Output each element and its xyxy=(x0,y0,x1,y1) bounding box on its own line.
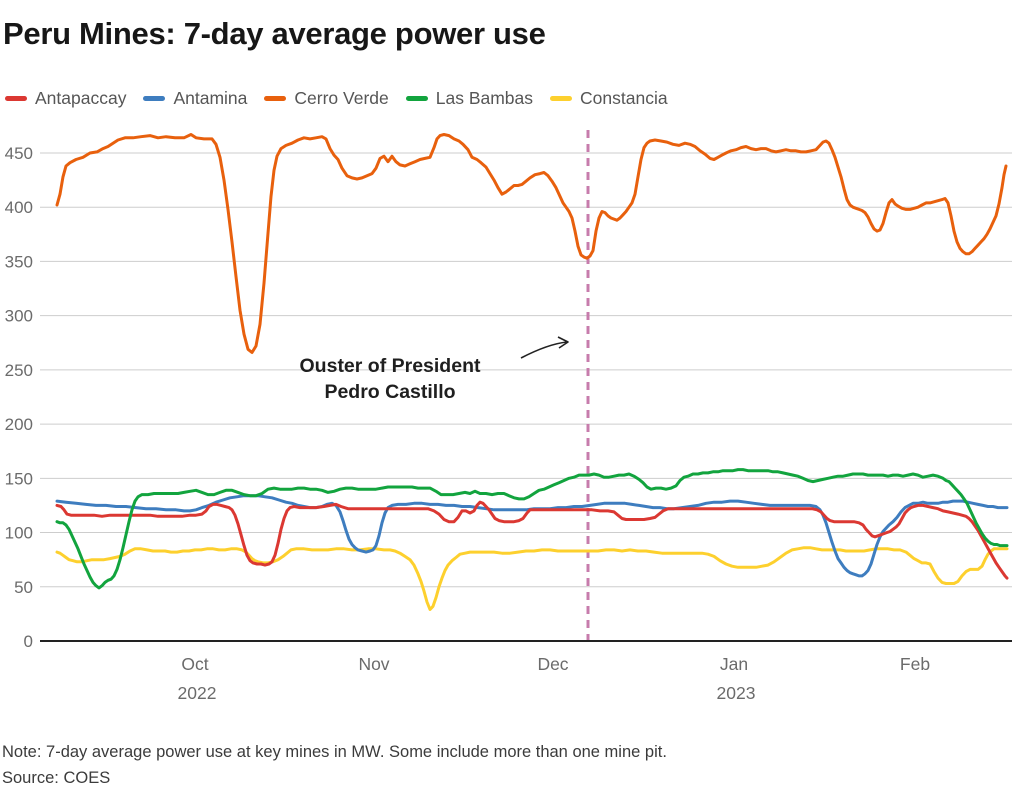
series-line-cerro-verde xyxy=(55,133,1008,354)
series-line-antamina xyxy=(55,494,1009,578)
y-tick-label-250: 250 xyxy=(5,361,33,380)
event-annotation: Ouster of President Pedro Castillo xyxy=(270,353,510,405)
x-tick-label-nov: Nov xyxy=(358,654,389,674)
footnote: Note: 7-day average power use at key min… xyxy=(2,743,667,761)
legend-label: Antamina xyxy=(173,88,248,108)
series-line-antapaccay xyxy=(55,500,1009,580)
x-tick-year-2022: 2022 xyxy=(178,683,217,703)
legend-item-antapaccay: Antapaccay xyxy=(5,88,126,109)
legend-swatch-icon xyxy=(405,96,428,101)
legend-swatch-icon xyxy=(550,96,573,101)
legend-swatch-icon xyxy=(143,96,166,101)
legend-label: Constancia xyxy=(580,88,668,108)
chart-title: Peru Mines: 7-day average power use xyxy=(3,16,546,51)
y-tick-label-50: 50 xyxy=(14,578,33,597)
y-tick-label-450: 450 xyxy=(5,144,33,163)
legend-swatch-icon xyxy=(5,96,27,101)
y-tick-label-100: 100 xyxy=(5,524,33,543)
y-tick-label-400: 400 xyxy=(5,198,33,217)
event-annotation-line1: Ouster of President xyxy=(299,355,481,377)
legend-swatch-icon xyxy=(264,96,287,101)
legend-label: Las Bambas xyxy=(435,88,534,108)
legend-item-antamina: Antamina xyxy=(143,88,247,109)
legend-item-las-bambas: Las Bambas xyxy=(405,88,534,109)
y-tick-label-300: 300 xyxy=(5,307,33,326)
x-tick-year-2023: 2023 xyxy=(717,683,756,703)
x-tick-label-dec: Dec xyxy=(537,654,568,674)
series-line-constancia xyxy=(55,546,1009,611)
legend-item-cerro-verde: Cerro Verde xyxy=(264,88,389,109)
event-annotation-line2: Pedro Castillo xyxy=(324,381,456,403)
annotation-arrowhead-icon xyxy=(557,336,569,349)
series-line-las-bambas xyxy=(55,468,1009,590)
y-tick-label-150: 150 xyxy=(5,469,33,488)
x-tick-label-jan: Jan xyxy=(720,654,748,674)
source-credit: Source: COES xyxy=(2,769,111,787)
x-tick-label-feb: Feb xyxy=(900,654,930,674)
y-tick-label-0: 0 xyxy=(24,632,33,651)
legend-label: Cerro Verde xyxy=(294,88,389,108)
y-tick-label-350: 350 xyxy=(5,252,33,271)
y-tick-label-200: 200 xyxy=(5,415,33,434)
x-tick-label-oct: Oct xyxy=(181,654,208,674)
annotation-arrow xyxy=(520,341,568,359)
legend: Antapaccay Antamina Cerro Verde Las Bambas C… xyxy=(5,88,668,109)
legend-item-constancia: Constancia xyxy=(550,88,668,109)
legend-label: Antapaccay xyxy=(35,88,127,108)
